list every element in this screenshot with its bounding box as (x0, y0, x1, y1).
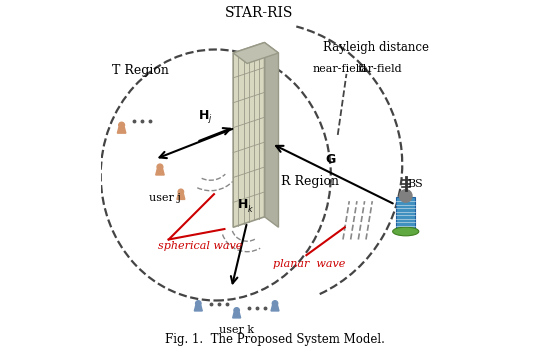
Text: STAR-RIS: STAR-RIS (225, 6, 294, 20)
Circle shape (196, 301, 201, 306)
Text: T Region: T Region (112, 64, 169, 77)
Text: user j: user j (149, 193, 181, 203)
Polygon shape (156, 169, 164, 175)
Text: $_{k}$: $_{k}$ (247, 204, 254, 216)
Text: BS: BS (408, 179, 423, 189)
Circle shape (178, 189, 184, 195)
Polygon shape (177, 194, 185, 199)
Polygon shape (271, 306, 279, 311)
Circle shape (119, 122, 124, 128)
Ellipse shape (393, 227, 419, 236)
Text: $_{j}$: $_{j}$ (208, 112, 213, 127)
Text: $\mathbf{G}$: $\mathbf{G}$ (325, 153, 337, 166)
Polygon shape (233, 43, 265, 227)
Text: Rayleigh distance: Rayleigh distance (323, 41, 429, 54)
Text: $\mathbf{H}$: $\mathbf{H}$ (237, 198, 249, 211)
Polygon shape (117, 127, 126, 133)
Text: $\mathbf{H}$: $\mathbf{H}$ (198, 108, 209, 121)
Circle shape (157, 164, 163, 170)
Polygon shape (265, 43, 278, 227)
Circle shape (399, 190, 412, 202)
Text: Fig. 1.  The Proposed System Model.: Fig. 1. The Proposed System Model. (165, 333, 385, 346)
Circle shape (272, 301, 278, 306)
Polygon shape (233, 43, 278, 63)
Circle shape (234, 308, 239, 313)
Text: spherical wave: spherical wave (158, 241, 243, 251)
Polygon shape (194, 306, 202, 311)
Polygon shape (233, 313, 241, 318)
Text: planar  wave: planar wave (273, 259, 345, 269)
Text: R Region: R Region (281, 175, 339, 188)
Text: user k: user k (219, 325, 254, 335)
Polygon shape (396, 197, 415, 229)
Text: near-field: near-field (312, 64, 367, 74)
Text: far-field: far-field (358, 64, 402, 74)
